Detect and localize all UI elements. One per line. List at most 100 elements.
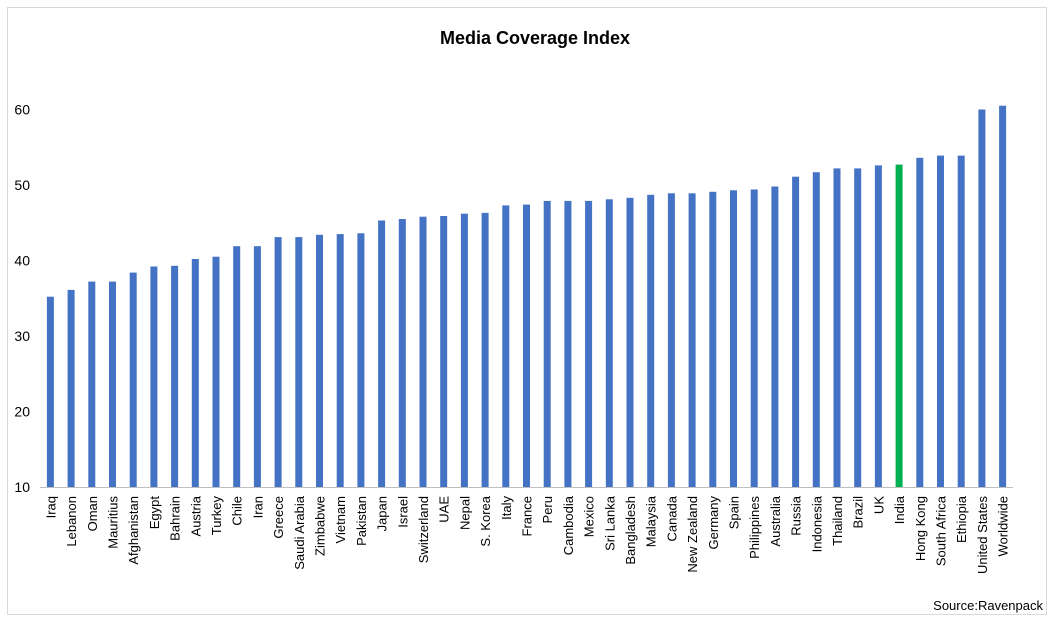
x-tick-label: Philippines <box>747 496 762 559</box>
x-tick-label: Australia <box>768 495 783 546</box>
y-tick-label: 20 <box>14 404 30 420</box>
bar-mexico <box>585 200 593 487</box>
x-tick-label: India <box>892 495 907 524</box>
bar-iran <box>253 246 261 487</box>
bar-lebanon <box>67 289 75 487</box>
bar-united-states <box>978 109 986 487</box>
x-tick-label: Worldwide <box>996 496 1011 556</box>
bar-sri-lanka <box>605 199 613 488</box>
bar-oman <box>88 281 96 487</box>
bar-nepal <box>460 213 468 487</box>
bar-saudi-arabia <box>295 237 303 487</box>
chart-title: Media Coverage Index <box>439 28 631 48</box>
x-tick-label: Pakistan <box>354 496 369 546</box>
bar-australia <box>771 186 779 487</box>
x-tick-label: Greece <box>271 496 286 539</box>
x-tick-label: France <box>520 496 535 536</box>
bar-turkey <box>212 256 220 487</box>
x-tick-label: Germany <box>706 496 721 550</box>
x-tick-label: UAE <box>437 496 452 523</box>
x-tick-label: United States <box>975 496 990 575</box>
bar-s-korea <box>481 212 489 487</box>
bar-bahrain <box>171 265 179 487</box>
bar-afghanistan <box>129 272 137 487</box>
bars-group <box>46 105 1007 488</box>
bar-canada <box>667 193 675 488</box>
x-tick-label: Bahrain <box>168 496 183 541</box>
bar-spain <box>730 190 737 488</box>
x-tick-label: Saudi Arabia <box>292 495 307 569</box>
x-tick-label: Mexico <box>582 496 597 537</box>
x-tick-label: Hong Kong <box>913 496 928 561</box>
x-tick-label: Brazil <box>851 496 866 529</box>
bar-south-africa <box>937 155 944 487</box>
x-tick-label: Austria <box>188 495 203 536</box>
x-tick-label: S. Korea <box>478 495 493 546</box>
x-tick-label: Turkey <box>209 496 224 536</box>
bar-germany <box>709 191 717 488</box>
bar-bangladesh <box>626 197 634 488</box>
bar-russia <box>792 176 800 487</box>
bar-greece <box>274 237 282 487</box>
x-tick-label: Italy <box>499 496 514 520</box>
bar-iraq <box>46 296 54 487</box>
x-tick-label: Peru <box>540 496 555 523</box>
bar-france <box>523 204 530 487</box>
x-tick-label: Thailand <box>830 496 845 546</box>
bar-peru <box>543 200 551 487</box>
y-tick-label: 30 <box>14 328 30 344</box>
x-tick-label: Israel <box>395 496 410 528</box>
x-tick-label: Zimbabwe <box>313 496 328 556</box>
x-tick-label: Vietnam <box>333 496 348 543</box>
bar-mauritius <box>109 281 116 487</box>
x-tick-label: Mauritius <box>106 496 121 549</box>
x-tick-label: Spain <box>727 496 742 529</box>
bar-thailand <box>833 168 841 487</box>
bar-uae <box>440 216 448 487</box>
x-tick-label: Cambodia <box>561 495 576 555</box>
x-tick-label: Russia <box>789 495 804 536</box>
bar-hong-kong <box>916 157 924 488</box>
source-note: Source:Ravenpack <box>933 598 1043 613</box>
bar-egypt <box>150 266 158 487</box>
bar-italy <box>502 205 510 487</box>
x-tick-label: Bangladesh <box>623 496 638 565</box>
bar-zimbabwe <box>316 234 323 487</box>
bar-israel <box>398 219 406 487</box>
bar-vietnam <box>336 234 344 487</box>
x-tick-label: Oman <box>85 496 100 531</box>
bar-india <box>895 164 903 487</box>
x-tick-label: Canada <box>664 495 679 541</box>
bar-switzerland <box>419 216 427 487</box>
bar-ethiopia <box>957 155 965 487</box>
x-tick-label: Nepal <box>457 496 472 530</box>
bar-pakistan <box>357 233 365 487</box>
x-tick-label: New Zealand <box>685 496 700 573</box>
x-tick-label: Malaysia <box>644 495 659 547</box>
x-tick-label: Iran <box>250 496 265 518</box>
x-tick-label: Chile <box>230 496 245 526</box>
bar-japan <box>378 220 386 487</box>
y-tick-label: 60 <box>14 102 30 118</box>
bar-cambodia <box>564 200 572 487</box>
x-tick-label: UK <box>871 496 886 514</box>
x-axis-labels: Iraq Lebanon Oman Mauritius Afghanistan Egypt… <box>43 495 1010 574</box>
y-tick-label: 50 <box>14 177 30 193</box>
bar-uk <box>874 165 882 487</box>
bar-worldwide <box>999 105 1007 487</box>
y-tick-label: 10 <box>14 479 30 495</box>
x-tick-label: Afghanistan <box>126 496 141 565</box>
x-tick-label: Egypt <box>147 496 162 530</box>
bar-new-zealand <box>688 193 696 488</box>
bar-indonesia <box>812 172 820 487</box>
bar-malaysia <box>647 194 655 488</box>
y-axis: 10 20 30 40 50 60 <box>14 102 30 496</box>
x-tick-label: Japan <box>375 496 390 531</box>
bar-brazil <box>854 168 862 487</box>
bar-chile <box>233 246 241 487</box>
x-tick-label: Ethiopia <box>954 495 969 543</box>
x-tick-label: South Africa <box>934 495 949 566</box>
x-tick-label: Lebanon <box>64 496 79 547</box>
x-tick-label: Switzerland <box>416 496 431 563</box>
